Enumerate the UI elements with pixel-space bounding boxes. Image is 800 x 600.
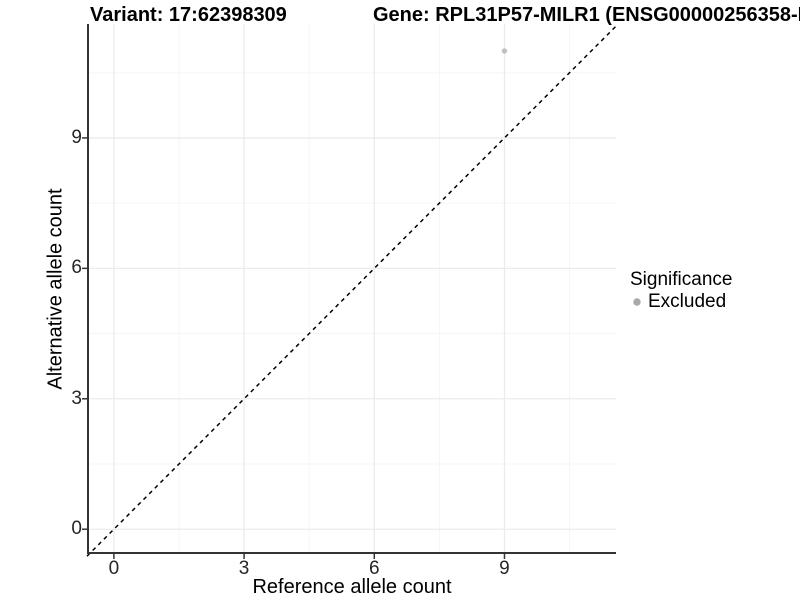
y-tick-label: 9: [71, 126, 82, 148]
x-tick-label: 9: [499, 558, 510, 579]
legend-item-label: Excluded: [648, 291, 727, 312]
y-tick-label: 6: [71, 257, 82, 279]
x-tick-label: 6: [368, 558, 380, 579]
identity-reference-line: [86, 25, 617, 557]
plot-title-variant: Variant: 17:62398309: [90, 4, 287, 26]
excluded-dot-icon: [633, 298, 641, 306]
data-point: [501, 48, 508, 54]
plot-panel: [82, 24, 617, 559]
legend-title: Significance: [630, 269, 733, 290]
y-tick-label: 0: [71, 518, 82, 540]
x-tick-label: 0: [108, 558, 120, 579]
plot-title-gene: Gene: RPL31P57-MILR1 (ENSG00000256358-E: [373, 4, 800, 26]
legend: Significance Excluded: [630, 269, 732, 312]
legend-item-excluded: Excluded: [630, 291, 732, 312]
x-axis-title: Reference allele count: [252, 576, 452, 598]
x-tick-label: 3: [238, 558, 250, 579]
y-tick-label: 3: [71, 387, 82, 409]
y-axis-title: Alternative allele count: [44, 188, 67, 390]
